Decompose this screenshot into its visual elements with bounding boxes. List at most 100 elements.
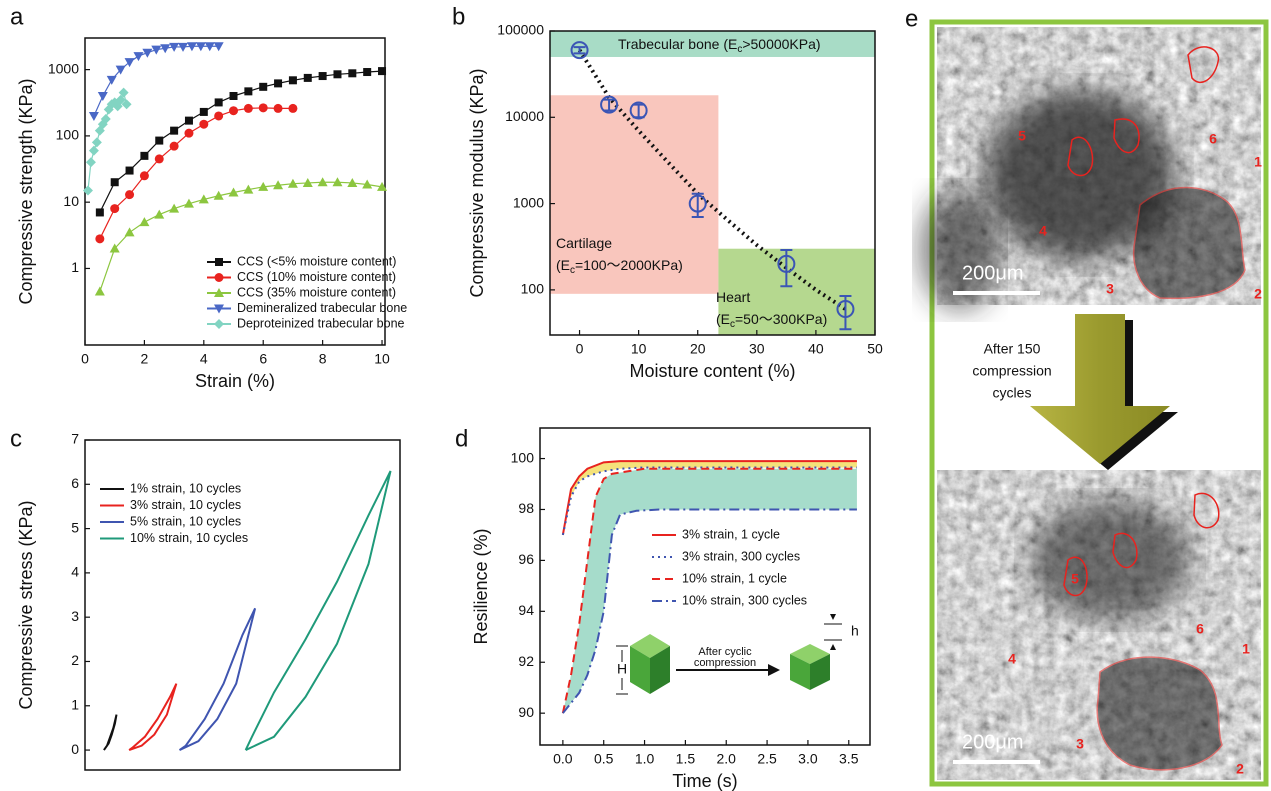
marker: [229, 106, 238, 115]
marker: [378, 67, 386, 75]
marker: [111, 178, 119, 186]
marker: [125, 227, 135, 236]
arrow-label: After 150: [984, 341, 1041, 357]
marker: [95, 286, 105, 295]
x-tick-label: 3.0: [798, 751, 818, 767]
marker: [215, 258, 223, 266]
y-tick-label: 100: [521, 281, 545, 297]
x-tick-label: 1.0: [635, 751, 655, 767]
scale-bar-label: 200μm: [962, 262, 1024, 284]
marker: [304, 74, 312, 82]
marker: [107, 76, 117, 85]
x-axis-label: Moisture content (%): [629, 361, 795, 381]
sem-marker: 1: [1254, 154, 1262, 170]
marker: [140, 171, 149, 180]
legend-label: 5% strain, 10 cycles: [130, 514, 241, 528]
x-axis-label: Time (s): [672, 771, 737, 791]
region-label-part: Trabecular bone (E: [618, 36, 737, 52]
inset-label: compression: [694, 657, 756, 669]
sem-marker: 6: [1209, 131, 1217, 147]
y-tick-label: 6: [71, 475, 79, 491]
marker: [98, 92, 108, 101]
sem-marker: 4: [1008, 651, 1016, 667]
region-label-part: (E: [556, 257, 570, 273]
y-tick-label: 92: [518, 653, 534, 669]
legend-label: 1% strain, 10 cycles: [130, 481, 241, 495]
y-tick-label: 1: [71, 259, 79, 275]
series-line: [246, 471, 391, 750]
marker: [86, 157, 96, 167]
y-tick-label: 2: [71, 652, 79, 668]
x-tick-label: 0: [576, 341, 584, 357]
marker: [95, 234, 104, 243]
region-label: Cartilage: [556, 235, 612, 251]
sem-marker: 4: [1039, 223, 1047, 239]
marker: [170, 142, 179, 151]
marker: [89, 112, 99, 121]
x-tick-label: 2.0: [717, 751, 737, 767]
marker: [92, 137, 102, 147]
x-axis-label: Strain (%): [195, 371, 275, 391]
arrow-label: compression: [972, 363, 1051, 379]
x-tick-label: 3.5: [839, 751, 859, 767]
legend-label: 3% strain, 10 cycles: [130, 498, 241, 512]
y-tick-label: 10000: [505, 108, 544, 124]
sem-marker: 6: [1196, 621, 1204, 637]
sem-marker: 5: [1071, 571, 1079, 587]
legend-label: CCS (<5% moisture content): [237, 254, 396, 268]
marker: [274, 104, 283, 113]
legend-label: Deproteinized trabecular bone: [237, 316, 405, 330]
marker: [244, 104, 253, 113]
inset-label: H: [617, 661, 627, 677]
region-label-part: >50000KPa): [742, 36, 820, 52]
inset-label: h: [851, 623, 859, 639]
y-tick-label: 94: [518, 602, 534, 618]
marker: [169, 204, 179, 213]
x-tick-label: 2.5: [757, 751, 777, 767]
sem-marker: 2: [1236, 761, 1244, 777]
x-tick-label: 4: [200, 351, 208, 367]
legend-label: 3% strain, 300 cycles: [682, 549, 800, 563]
marker: [230, 92, 238, 100]
y-axis-label: Resilience (%): [471, 528, 491, 644]
x-tick-label: 20: [690, 341, 706, 357]
marker: [89, 146, 99, 156]
panel-label: c: [10, 425, 22, 452]
legend-label: 3% strain, 1 cycle: [682, 527, 780, 541]
y-axis-label: Compressive stress (KPa): [16, 500, 36, 709]
marker: [170, 127, 178, 135]
marker: [199, 120, 208, 129]
marker: [155, 154, 164, 163]
y-axis-label: Compressive modulus (KPa): [467, 68, 487, 297]
y-tick-label: 100: [56, 127, 80, 143]
y-tick-label: 90: [518, 704, 534, 720]
marker: [348, 69, 356, 77]
x-tick-label: 50: [867, 341, 883, 357]
y-tick-label: 98: [518, 500, 534, 516]
marker: [259, 83, 267, 91]
region-label-part: Cartilage: [556, 235, 612, 251]
x-tick-label: 40: [808, 341, 824, 357]
chart-d: 90929496981000.00.51.01.52.02.53.03.5dTi…: [455, 425, 870, 790]
y-tick-label: 7: [71, 431, 79, 447]
chart-c: 01234567cStrain (%)Compressive stress (K…: [10, 425, 400, 791]
marker: [215, 98, 223, 106]
x-tick-label: 1.5: [676, 751, 696, 767]
figure: 11010010000246810aStrain (%)Compressive …: [0, 0, 1271, 791]
scale-bar-label: 200μm: [962, 731, 1024, 753]
marker: [363, 68, 371, 76]
legend-label: CCS (35% moisture content): [237, 285, 396, 299]
sem-marker: 3: [1076, 736, 1084, 752]
y-tick-label: 1: [71, 696, 79, 712]
y-tick-label: 100000: [497, 22, 544, 38]
marker: [244, 87, 252, 95]
y-tick-label: 1000: [513, 194, 544, 210]
legend-label: 10% strain, 1 cycle: [682, 571, 787, 585]
marker: [214, 111, 223, 120]
arrow-label: cycles: [993, 385, 1032, 401]
x-tick-label: 0.0: [553, 751, 573, 767]
x-tick-label: 2: [141, 351, 149, 367]
legend-label: Demineralized trabecular bone: [237, 301, 407, 315]
panel-label: a: [10, 3, 24, 30]
